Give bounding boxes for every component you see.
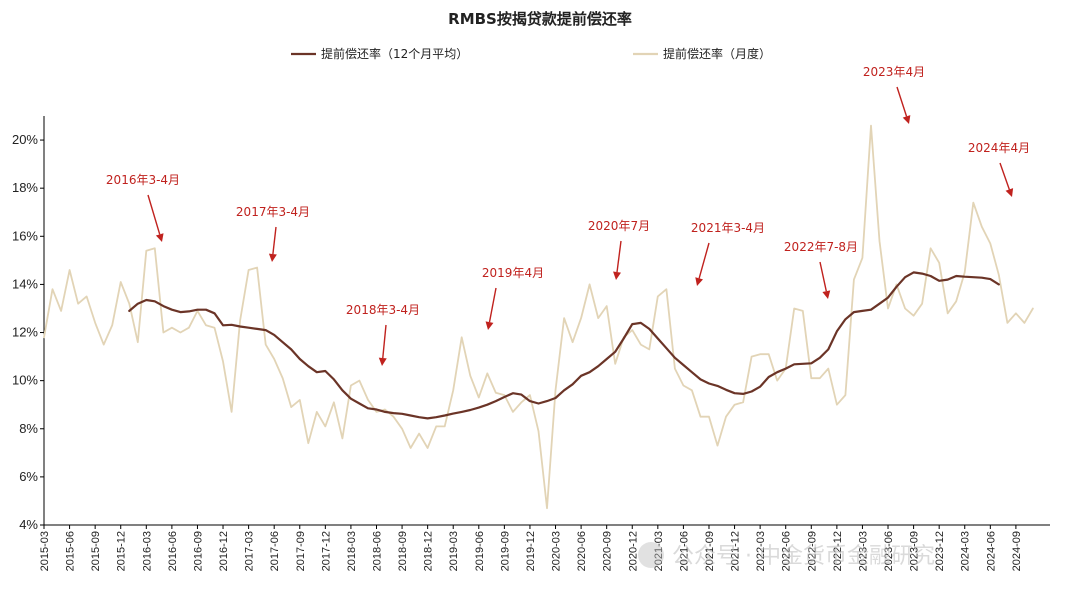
annotation-label: 2017年3-4月 xyxy=(236,205,310,219)
x-tick-label: 2019-09 xyxy=(499,531,511,571)
annotation-label: 2018年3-4月 xyxy=(346,303,420,317)
annotation-arrow-head xyxy=(485,321,494,330)
axes: 4% 6% 8% 10% 12% 14% 16% 18% 20% 2015-03 2015-06 20… xyxy=(12,116,1050,571)
annotation-label: 2023年4月 xyxy=(863,65,925,79)
y-tick-label: 20% xyxy=(12,132,38,147)
annotation-arrow-shaft xyxy=(896,86,908,117)
annotation-label: 2020年7月 xyxy=(588,219,650,233)
annotation-label: 2024年4月 xyxy=(968,141,1030,155)
x-tick-label: 2023-09 xyxy=(909,531,921,571)
y-tick-label: 14% xyxy=(12,276,38,291)
y-tick-label: 12% xyxy=(12,325,38,340)
annotation-arrow-shaft xyxy=(382,324,387,359)
annotation-arrow-shaft xyxy=(488,287,497,323)
x-tick-label: 2020-09 xyxy=(602,531,614,571)
annotation-label: 2016年3-4月 xyxy=(106,173,180,187)
x-tick-label: 2020-12 xyxy=(627,531,639,571)
y-tick-label: 4% xyxy=(19,517,38,532)
series-avg xyxy=(128,271,1000,420)
x-tick-label: 2023-12 xyxy=(934,531,946,571)
x-tick-label: 2022-06 xyxy=(781,531,793,571)
watermark-text: 公众号 · 中金货币金融研究 xyxy=(672,544,935,569)
x-tick-label: 2018-12 xyxy=(423,531,435,571)
x-tick-label: 2022-03 xyxy=(755,531,767,571)
y-tick-label: 6% xyxy=(19,469,38,484)
x-tick-label: 2021-09 xyxy=(704,531,716,571)
annotation-arrow-shaft xyxy=(272,226,277,255)
x-tick-label: 2016-03 xyxy=(141,531,153,571)
x-tick-label: 2021-12 xyxy=(730,531,742,571)
annotations: 2016年3-4月 2017年3-4月 2018年3-4月 2019年4月 2020年7… xyxy=(106,65,1030,366)
legend-label-avg: 提前偿还率（12个月平均） xyxy=(321,46,468,61)
annotation-arrow-shaft xyxy=(999,162,1010,190)
x-tick-label: 2018-06 xyxy=(371,531,383,571)
y-tick-label: 16% xyxy=(12,228,38,243)
x-tick-label: 2018-09 xyxy=(397,531,409,571)
annotation-arrow-head xyxy=(268,253,277,262)
x-tick-label: 2022-09 xyxy=(806,531,818,571)
x-tick-label: 2020-06 xyxy=(576,531,588,571)
x-tick-label: 2015-06 xyxy=(65,531,77,571)
annotation-label: 2022年7-8月 xyxy=(784,240,858,254)
x-tick-label: 2015-03 xyxy=(39,531,51,571)
series-monthly xyxy=(43,124,1034,510)
x-tick-label: 2021-06 xyxy=(678,531,690,571)
annotation-arrow-head xyxy=(695,277,704,286)
y-tick-label: 18% xyxy=(12,180,38,195)
line-12m-average-rate xyxy=(128,271,1000,420)
x-tick-label: 2020-03 xyxy=(551,531,563,571)
watermark: 公众号 · 中金货币金融研究 xyxy=(638,542,935,569)
x-tick-label: 2021-03 xyxy=(653,531,665,571)
annotation-arrow-head xyxy=(822,290,831,299)
annotation-label: 2021年3-4月 xyxy=(691,221,765,235)
annotation-arrow-shaft xyxy=(698,242,710,279)
x-tick-label: 2024-09 xyxy=(1011,531,1023,571)
x-tick-label: 2023-03 xyxy=(857,531,869,571)
x-tick-label: 2024-03 xyxy=(960,531,972,571)
x-tick-label: 2016-06 xyxy=(167,531,179,571)
x-tick-label: 2015-09 xyxy=(90,531,102,571)
legend-label-monthly: 提前偿还率（月度） xyxy=(663,46,771,61)
line-monthly-rate xyxy=(43,124,1034,510)
x-tick-label: 2016-09 xyxy=(192,531,204,571)
x-tick-label: 2018-03 xyxy=(346,531,358,571)
annotation-arrow-head xyxy=(378,357,387,366)
x-tick-label: 2024-06 xyxy=(985,531,997,571)
annotation-arrow-head xyxy=(613,271,621,280)
annotation-arrow-shaft xyxy=(819,261,827,292)
x-tick-label: 2023-06 xyxy=(883,531,895,571)
y-tick-label: 10% xyxy=(12,373,38,388)
annotation-arrow-head xyxy=(902,115,911,124)
watermark-logo-icon xyxy=(638,542,664,568)
annotation-arrow-head xyxy=(1005,188,1014,197)
x-tick-label: 2022-12 xyxy=(832,531,844,571)
x-tick-label: 2017-09 xyxy=(295,531,307,571)
x-tick-label: 2019-03 xyxy=(448,531,460,571)
x-tick-label: 2019-12 xyxy=(525,531,537,571)
x-tick-label: 2015-12 xyxy=(116,531,128,571)
annotation-arrow-shaft xyxy=(616,240,622,273)
legend: 提前偿还率（12个月平均） 提前偿还率（月度） xyxy=(291,46,771,61)
x-tick-label: 2016-12 xyxy=(218,531,230,571)
annotation-arrow-head xyxy=(155,233,164,242)
x-tick-label: 2017-03 xyxy=(244,531,256,571)
x-tick-label: 2017-06 xyxy=(269,531,281,571)
y-tick-label: 8% xyxy=(19,421,38,436)
x-tick-label: 2017-12 xyxy=(320,531,332,571)
x-tick-label: 2019-06 xyxy=(474,531,486,571)
annotation-arrow-shaft xyxy=(147,194,161,235)
chart-title: RMBS按揭贷款提前偿还率 xyxy=(448,10,632,28)
annotation-label: 2019年4月 xyxy=(482,266,544,280)
